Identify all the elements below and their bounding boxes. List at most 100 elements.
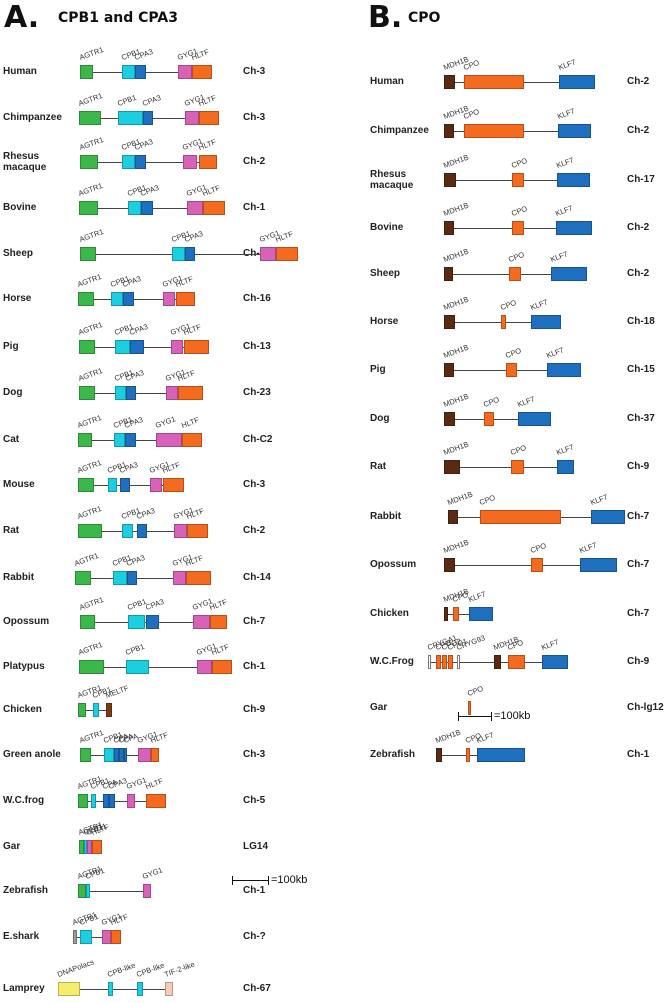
gene-box-cpb1 [122, 65, 135, 79]
gene-label-klf7: KLF7 [589, 492, 610, 507]
gene-box-klf7 [518, 412, 551, 426]
gene-label-hltf: HLTF [180, 415, 201, 430]
gene-box-cpb1 [111, 292, 123, 306]
chromosome-label-w-c-frog: Ch-9 [627, 656, 650, 667]
gene-box-klf7 [557, 460, 574, 474]
chromosome-backbone [444, 614, 493, 615]
gene-box-hltf [146, 794, 166, 808]
chromosome-label-gar: LG14 [243, 841, 269, 852]
gene-label-mdh1b: MDH1B [442, 537, 470, 555]
gene-box-cpb1 [104, 748, 114, 762]
gene-box-cpo1 [448, 655, 453, 669]
gene-box-hltf [111, 930, 121, 944]
gene-label-agtr1: AGTR1 [78, 44, 105, 62]
species-label-human: Human [3, 66, 37, 77]
chromosome-backbone [79, 667, 232, 668]
gene-box-cpb1 [114, 433, 125, 447]
gene-box-gyg1 [193, 615, 210, 629]
gene-label-cpo: CPO [499, 297, 518, 312]
gene-box-mdh1b [444, 267, 453, 281]
gene-label-agtr1: AGTR1 [78, 134, 105, 152]
chromosome-label-lamprey: Ch-67 [243, 983, 271, 994]
panel-a-letter: A. [4, 0, 40, 35]
gene-box-gyg1 [163, 292, 175, 306]
gene-box-mdh1b [444, 607, 448, 621]
gene-box-cpb1 [118, 111, 143, 125]
gene-label-klf7: KLF7 [557, 57, 578, 72]
gene-box-meltf [106, 703, 112, 717]
gene-label-agtr1: AGTR1 [76, 503, 103, 521]
chromosome-label-rat: Ch-2 [243, 525, 266, 536]
gene-box-cpo2 [442, 655, 447, 669]
gene-box-cpo [464, 75, 524, 89]
chromosome-backbone [444, 467, 574, 468]
chromosome-label-horse: Ch-18 [627, 316, 655, 327]
gene-box-cpa3 [135, 155, 146, 169]
gene-label-klf7: KLF7 [529, 297, 550, 312]
chromosome-label-bovine: Ch-2 [627, 222, 650, 233]
gene-box-hltf [212, 660, 232, 674]
gene-box-gyg1 [260, 247, 276, 261]
gene-label-klf7: KLF7 [555, 442, 576, 457]
gene-box-hltf [176, 292, 195, 306]
gene-box-cpo [453, 607, 459, 621]
chromosome-label-rhesus-macaque: Ch-2 [243, 156, 266, 167]
gene-label-agtr1: AGTR1 [78, 226, 105, 244]
gene-label-cryg93: CRYG93 [455, 633, 487, 652]
gene-box-mdh1b [444, 221, 454, 235]
gene-label-cpb1: CPB1 [116, 92, 138, 108]
species-label-e-shark: E.shark [3, 931, 40, 942]
gene-box-cpb1 [108, 478, 117, 492]
gene-box-cpb1 [91, 794, 96, 808]
gene-box-mdh1b [494, 655, 501, 669]
gene-label-agtr1: AGTR1 [78, 594, 105, 612]
gene-label-agtr1: AGTR1 [77, 639, 104, 657]
gene-label-cpo: CPO [466, 683, 485, 698]
gene-label-cpo: CPO [504, 345, 523, 360]
gene-box-cpo [436, 655, 441, 669]
gene-box-agtr1 [75, 571, 91, 585]
gene-box-klf7 [542, 655, 568, 669]
gene-box-mdh1b [444, 75, 455, 89]
gene-label-klf7: KLF7 [540, 637, 561, 652]
gene-box-hltf [186, 571, 211, 585]
gene-box-mdh1b [444, 124, 454, 138]
chromosome-label-sheep: Ch-1 [243, 249, 265, 259]
gene-box-gyg1 [173, 571, 186, 585]
chromosome-backbone [78, 801, 166, 802]
chromosome-label-human: Ch-3 [243, 66, 266, 77]
gene-label-cpb-like: CPB-like [106, 960, 137, 979]
gene-box-klf7 [557, 173, 590, 187]
species-label-w-c-frog: W.C.Frog [370, 656, 414, 667]
species-label-gar: Gar [3, 841, 21, 852]
gene-box-agtr1 [79, 111, 101, 125]
gene-box-cpo [466, 748, 470, 762]
gene-box-cpa [114, 748, 119, 762]
chromosome-label-bovine: Ch-1 [243, 202, 266, 213]
gene-box-mdh1b [448, 510, 458, 524]
gene-box-gyg1 [150, 478, 162, 492]
gene-label-cpo: CPO [510, 155, 529, 170]
gene-box-hltf [210, 615, 227, 629]
gene-label-agtr1: AGTR1 [73, 550, 100, 568]
species-label-w-c-frog: W.C.frog [3, 795, 45, 806]
species-label-chicken: Chicken [370, 608, 409, 619]
gene-box-gyg1 [171, 340, 183, 354]
gene-box-agtr1 [79, 660, 104, 674]
gene-box-agtr1 [78, 794, 88, 808]
gene-box-dnapolacs [58, 982, 80, 996]
gene-label-mdh1b: MDH1B [442, 439, 470, 457]
species-label-chimpanzee: Chimpanzee [370, 125, 429, 136]
gene-box-gyg1 [187, 201, 203, 215]
gene-box-agtr1 [79, 340, 95, 354]
gene-box-gyg1 [197, 660, 212, 674]
gene-box-hltf [163, 478, 184, 492]
gene-box-gyg1 [138, 748, 151, 762]
species-label-horse: Horse [370, 316, 399, 327]
gene-box-hltf [276, 247, 298, 261]
gene-box-cpa3 [143, 111, 153, 125]
panel-b-letter: B. [368, 0, 403, 35]
gene-box-gyg1 [87, 840, 92, 854]
chromosome-backbone [444, 419, 551, 420]
chromosome-label-mouse: Ch-3 [243, 479, 266, 490]
